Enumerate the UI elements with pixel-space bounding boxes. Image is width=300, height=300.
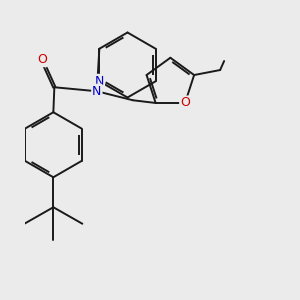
Text: O: O [180, 97, 190, 110]
Text: N: N [95, 75, 104, 88]
Text: N: N [92, 85, 101, 98]
Text: O: O [37, 53, 47, 66]
